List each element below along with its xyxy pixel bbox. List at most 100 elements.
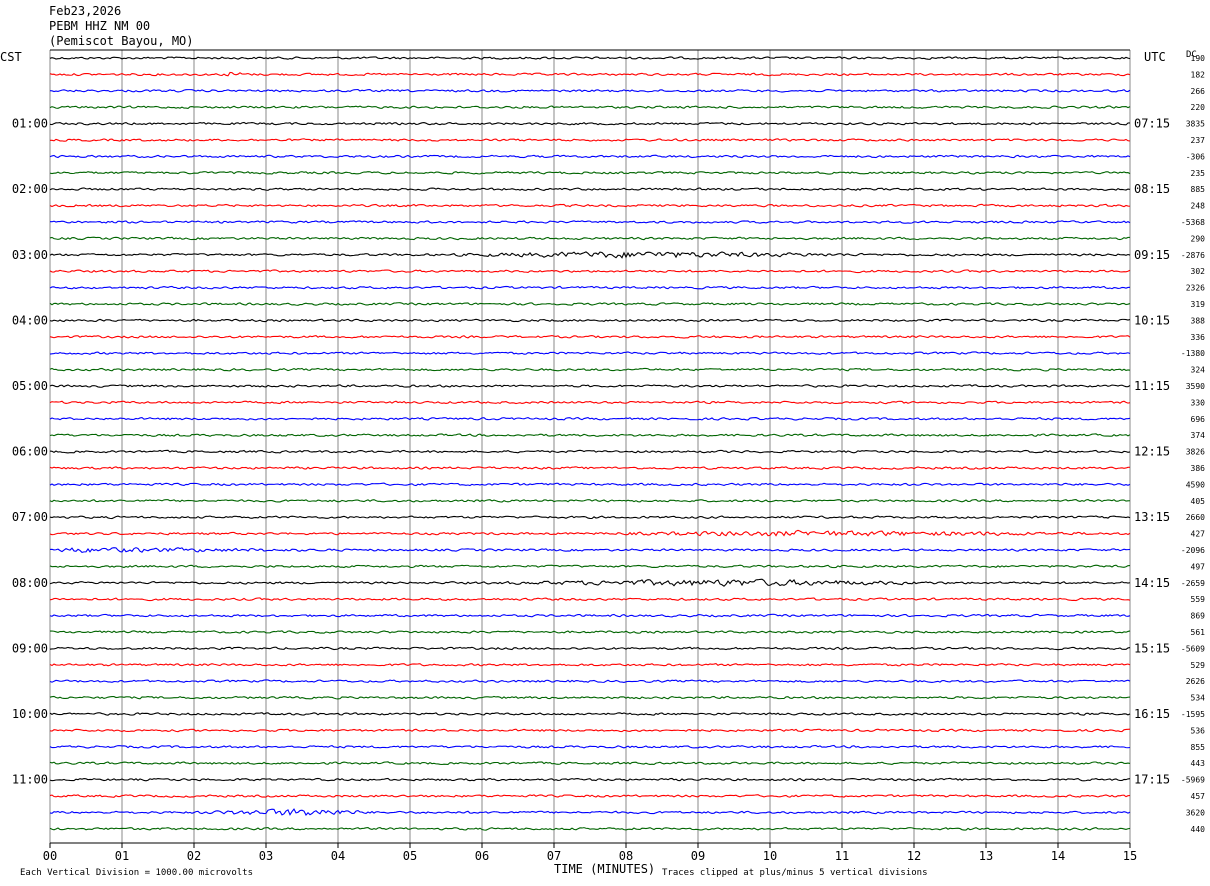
x-tick-label: 02: [187, 849, 201, 863]
trace-line: [49, 318, 1131, 323]
trace-line: [49, 251, 1131, 259]
dc-offset-label: 3590: [1186, 382, 1205, 391]
scale-note: Each Vertical Division = 1000.00 microvo…: [20, 868, 253, 878]
dc-offset-label: 443: [1191, 759, 1206, 768]
dc-offset-label: 220: [1191, 103, 1206, 112]
trace-line: [49, 827, 1131, 831]
dc-offset-label: 855: [1191, 743, 1206, 752]
trace-line: [49, 597, 1131, 602]
dc-offset-label: 405: [1191, 497, 1206, 506]
x-tick-label: 03: [259, 849, 273, 863]
trace-line: [49, 744, 1131, 749]
left-hour-label: 08:00: [12, 576, 48, 590]
right-hour-label: 17:15: [1134, 773, 1170, 787]
right-hour-label: 10:15: [1134, 313, 1170, 327]
dc-offset-label: 536: [1191, 726, 1206, 735]
x-tick-label: 14: [1051, 849, 1065, 863]
dc-offset-label: -5609: [1181, 644, 1205, 653]
x-tick-label: 07: [547, 849, 561, 863]
left-hour-label: 07:00: [12, 510, 48, 524]
dc-offset-label: 190: [1191, 54, 1206, 63]
x-tick-label: 04: [331, 849, 345, 863]
traces: [49, 56, 1131, 831]
trace-line: [49, 761, 1131, 766]
right-hour-label: 15:15: [1134, 641, 1170, 655]
trace-line: [49, 466, 1131, 470]
trace-line: [49, 203, 1131, 208]
left-hour-label: 03:00: [12, 248, 48, 262]
dc-offset-label: -2876: [1181, 251, 1205, 260]
x-tick-label: 13: [979, 849, 993, 863]
dc-offset-label: 302: [1191, 267, 1206, 276]
dc-offset-label: 2660: [1186, 513, 1205, 522]
trace-line: [49, 71, 1131, 77]
dc-offset-label: 3835: [1186, 120, 1205, 129]
dc-offset-label: 324: [1191, 366, 1206, 375]
x-tick-label: 15: [1123, 849, 1137, 863]
trace-line: [49, 236, 1131, 241]
dc-offset-label: 374: [1191, 431, 1206, 440]
dc-offset-label: 386: [1191, 464, 1206, 473]
trace-line: [50, 220, 1131, 224]
dc-label: DC: [1186, 50, 1197, 60]
left-hour-label: 06:00: [12, 445, 48, 459]
trace-line: [49, 499, 1131, 503]
right-tz-label: UTC: [1144, 50, 1166, 64]
labels: 00 01 02 03 04 05 06 07 08 09 10 11 12 13 14 15 190 182 26…: [12, 54, 1205, 863]
left-hour-label: 05:00: [12, 379, 48, 393]
x-axis-label: TIME (MINUTES): [554, 862, 655, 876]
trace-line: [49, 417, 1131, 421]
trace-line: [49, 105, 1131, 109]
right-hour-label: 08:15: [1134, 182, 1170, 196]
right-hour-label: 09:15: [1134, 248, 1170, 262]
trace-line: [49, 547, 1131, 553]
right-hour-label: 12:15: [1134, 445, 1170, 459]
dc-offset-label: 2326: [1186, 284, 1205, 293]
dc-offset-label: 427: [1191, 530, 1206, 539]
x-tick-label: 05: [403, 849, 417, 863]
dc-offset-label: 235: [1191, 169, 1206, 178]
trace-line: [49, 679, 1131, 683]
dc-offset-label: 237: [1191, 136, 1206, 145]
left-tz-label: CST: [0, 50, 22, 64]
dc-offset-label: 336: [1191, 333, 1206, 342]
trace-line: [49, 384, 1131, 388]
dc-offset-label: 319: [1191, 300, 1206, 309]
trace-line: [49, 121, 1131, 126]
trace-line: [49, 794, 1131, 798]
dc-offset-label: -1595: [1181, 710, 1205, 719]
dc-offset-label: 330: [1191, 398, 1206, 407]
trace-line: [49, 515, 1131, 520]
trace-line: [49, 335, 1131, 339]
dc-offset-label: 457: [1191, 792, 1206, 801]
left-hour-label: 09:00: [12, 641, 48, 655]
trace-line: [49, 88, 1131, 93]
dc-offset-label: -5368: [1181, 218, 1205, 227]
x-tick-label: 01: [115, 849, 129, 863]
dc-offset-label: -2659: [1181, 579, 1205, 588]
header-location: (Pemiscot Bayou, MO): [49, 34, 194, 48]
trace-line: [49, 663, 1131, 667]
trace-line: [49, 449, 1131, 454]
right-hour-label: 14:15: [1134, 576, 1170, 590]
trace-line: [49, 367, 1131, 372]
trace-line: [49, 728, 1131, 733]
dc-offset-label: 182: [1191, 70, 1206, 79]
trace-line: [49, 578, 1131, 587]
trace-line: [49, 400, 1131, 405]
trace-line: [49, 154, 1131, 159]
x-tick-label: 12: [907, 849, 921, 863]
trace-line: [49, 777, 1131, 782]
clip-note: Traces clipped at plus/minus 5 vertical …: [662, 868, 928, 878]
dc-offset-label: 290: [1191, 234, 1206, 243]
header-station: PEBM HHZ NM 00: [49, 19, 151, 33]
dc-offset-label: 3620: [1186, 808, 1205, 817]
dc-offset-label: 529: [1191, 661, 1206, 670]
x-tick-label: 10: [763, 849, 777, 863]
x-tick-label: 09: [691, 849, 705, 863]
trace-line: [49, 613, 1131, 618]
trace-line: [49, 630, 1131, 634]
trace-line: [49, 808, 1131, 817]
trace-line: [49, 712, 1131, 716]
trace-line: [49, 646, 1131, 651]
